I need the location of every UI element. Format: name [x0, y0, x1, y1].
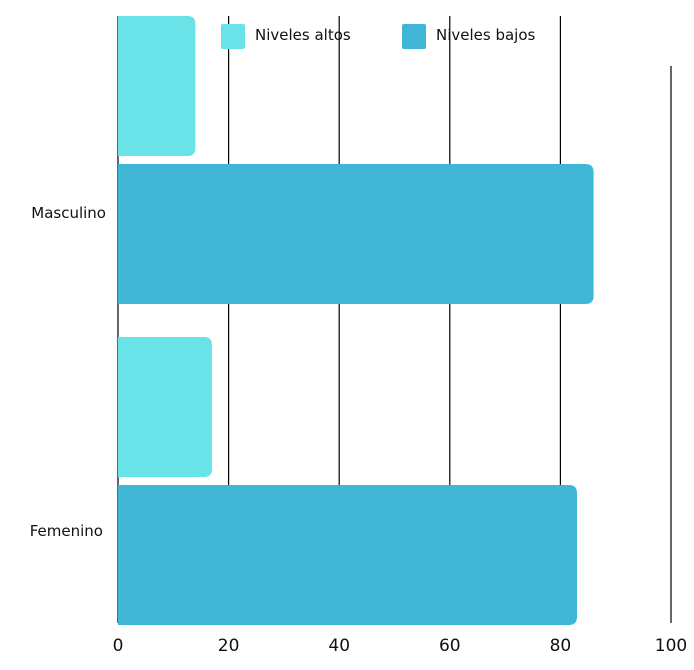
bar-femenino-niveles-bajos	[118, 485, 577, 625]
bar-masculino-niveles-altos	[118, 16, 196, 156]
bar-masculino-niveles-bajos	[118, 164, 594, 304]
legend-label-niveles-bajos: Niveles bajos	[436, 26, 536, 44]
category-label-masculino: Masculino	[31, 204, 106, 222]
bar-femenino-niveles-altos	[118, 337, 213, 477]
category-labels: Masculino Femenino	[30, 204, 106, 540]
legend-swatch-niveles-bajos	[402, 24, 426, 49]
legend-label-niveles-altos: Niveles altos	[255, 26, 351, 44]
x-axis-tick-labels: 0 20 40 60 80 100	[113, 636, 688, 656]
legend: Niveles altos Niveles bajos	[221, 24, 536, 49]
legend-swatch-niveles-altos	[221, 24, 245, 49]
x-tick-label-60: 60	[439, 636, 461, 656]
x-tick-label-100: 100	[655, 636, 687, 656]
x-tick-label-20: 20	[218, 636, 240, 656]
category-label-femenino: Femenino	[30, 522, 103, 540]
x-tick-label-80: 80	[550, 636, 572, 656]
bars-group	[118, 16, 594, 625]
x-tick-label-40: 40	[328, 636, 350, 656]
x-tick-label-0: 0	[113, 636, 124, 656]
